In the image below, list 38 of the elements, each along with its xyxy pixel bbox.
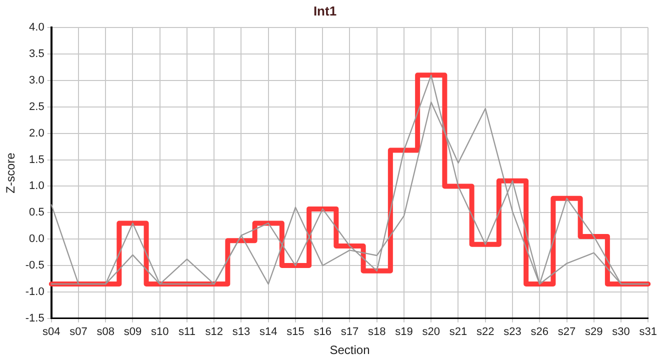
y-tick-label: 0.5 [29,206,44,219]
x-tick-label: s14 [259,326,278,338]
x-tick-label: s18 [368,326,386,338]
x-tick-label: s19 [395,326,413,338]
y-tick-label: 2.5 [29,100,44,113]
x-tick-label: s26 [530,326,548,338]
y-tick-label: -1.5 [25,312,44,324]
x-tick-label: s17 [340,326,359,338]
x-tick-label: s10 [150,326,169,338]
y-tick-label: 3.0 [29,74,44,87]
x-tick-label: s04 [42,326,60,338]
y-tick-label: 1.5 [29,154,44,166]
x-tick-label: s15 [286,326,304,338]
x-tick-label: s20 [422,326,440,338]
y-axis-title: Z-score [4,152,18,194]
x-tick-label: s08 [96,326,114,338]
y-tick-label: 3.5 [29,48,44,60]
x-tick-label: s22 [476,326,494,338]
y-tick-label: 4.0 [29,22,44,34]
x-tick-label: s07 [70,326,88,338]
y-tick-label: 1.0 [29,180,44,192]
x-tick-label: s09 [124,326,142,338]
y-tick-label: 0.0 [29,233,44,246]
x-tick-label: s30 [612,326,630,338]
x-tick-label: s11 [178,326,196,338]
x-tick-label: s31 [639,326,658,338]
x-tick-label: s13 [232,326,250,338]
x-tick-label: s29 [585,326,603,338]
y-tick-label: -1.0 [25,286,44,298]
y-tick-label: 2.0 [29,127,44,140]
y-tick-label: -0.5 [25,260,44,272]
x-tick-label: s16 [314,326,332,338]
chart-title: Int1 [313,3,337,18]
x-tick-label: s23 [504,326,522,338]
x-axis-title: Section [330,343,370,358]
x-tick-label: s27 [558,326,576,338]
x-tick-label: s21 [449,326,468,338]
x-tick-label: s12 [205,326,223,338]
